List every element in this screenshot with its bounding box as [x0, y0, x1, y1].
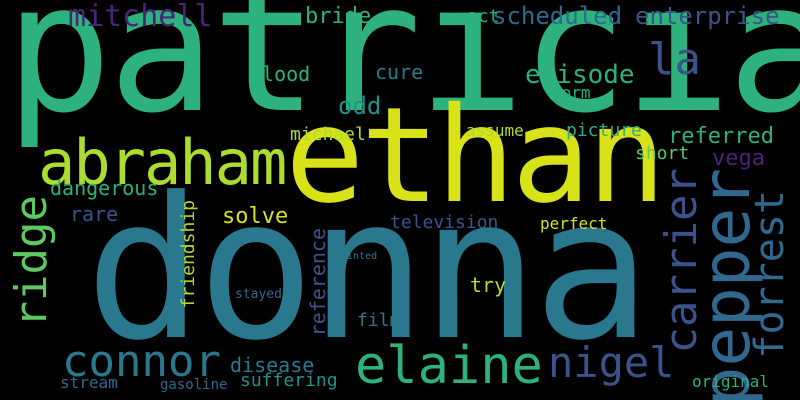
word-perfect: perfect	[540, 214, 608, 233]
word-mitchell: mitchell	[68, 0, 213, 34]
word-bride: bride	[305, 4, 372, 29]
word-enterprise: enterprise	[635, 2, 780, 30]
word-disease: disease	[230, 353, 315, 377]
word-michael: michael	[290, 124, 366, 145]
word-television: television	[390, 212, 499, 233]
word-solve: solve	[222, 204, 289, 229]
word-ethan: ethan	[285, 79, 666, 233]
word-stayed: stayed	[235, 287, 282, 302]
word-rare: rare	[70, 202, 119, 226]
word-act: act	[467, 6, 500, 27]
word-assume: assume	[466, 121, 524, 140]
word-carrier: carrier	[656, 168, 707, 354]
word-form: form	[552, 83, 591, 102]
word-dangerous: dangerous	[50, 176, 159, 200]
word-ridge: ridge	[6, 195, 57, 328]
word-film: film	[357, 310, 401, 331]
word-original: original	[692, 372, 770, 391]
word-short: short	[635, 143, 690, 164]
word-suffering: suffering	[240, 370, 338, 391]
word-cure: cure	[375, 60, 424, 84]
word-picture: picture	[566, 120, 642, 141]
word-friendship: friendship	[178, 200, 199, 309]
word-forrest: forrest	[747, 190, 793, 359]
word-donna: donna	[85, 156, 651, 384]
word-reference: reference	[306, 228, 330, 337]
word-blood: blood	[250, 62, 311, 86]
word-abraham: abraham	[38, 126, 287, 199]
word-painted: painted	[335, 251, 378, 262]
word-episode: episode	[525, 60, 635, 90]
word-elaine: elaine	[355, 336, 543, 396]
word-referred: referred	[668, 124, 774, 149]
word-connor: connor	[62, 336, 221, 387]
word-nigel: nigel	[548, 338, 675, 387]
word-scheduled: scheduled	[492, 2, 623, 30]
word-odd: odd	[338, 92, 382, 120]
word-stream: stream	[60, 373, 118, 392]
word-patricia: patricia	[5, 0, 800, 152]
word-la: la	[648, 34, 701, 85]
word-vega: vega	[712, 146, 765, 171]
word-try: try	[470, 273, 507, 297]
word-gasoline: gasoline	[160, 377, 228, 393]
